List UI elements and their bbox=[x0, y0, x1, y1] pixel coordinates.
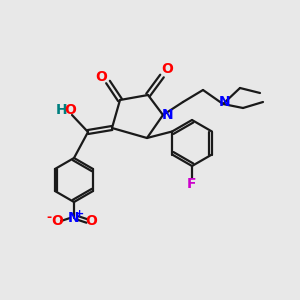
Text: O: O bbox=[161, 62, 173, 76]
Text: N: N bbox=[162, 108, 174, 122]
Text: O: O bbox=[85, 214, 97, 228]
Text: O: O bbox=[64, 103, 76, 117]
Text: O: O bbox=[95, 70, 107, 84]
Text: -: - bbox=[46, 211, 52, 224]
Text: F: F bbox=[187, 177, 197, 191]
Text: N: N bbox=[219, 95, 231, 109]
Text: O: O bbox=[51, 214, 63, 228]
Text: +: + bbox=[75, 209, 85, 219]
Text: H: H bbox=[56, 103, 68, 117]
Text: N: N bbox=[68, 211, 80, 225]
